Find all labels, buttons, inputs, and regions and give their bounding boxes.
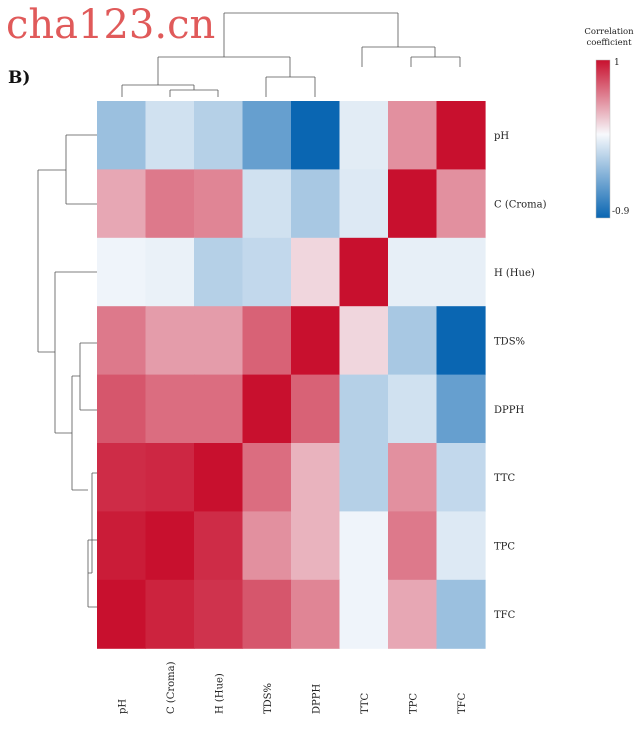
heatmap-cell-5-4 <box>291 443 341 512</box>
column-label: TFC <box>457 692 468 714</box>
column-dendrogram <box>121 12 461 97</box>
heatmap-cell-4-7 <box>436 374 486 444</box>
heatmap-cell-7-6 <box>388 579 438 649</box>
column-labels: pH C (Croma) H (Hue) TDS% DPPH TTC TPC TFC <box>117 661 468 714</box>
legend-title-line2: coefficient <box>586 38 632 48</box>
heatmap-cell-0-1 <box>145 101 195 170</box>
heatmap-cell-0-0 <box>97 101 147 170</box>
heatmap-cell-5-0 <box>97 443 147 512</box>
column-label: TPC <box>408 693 419 714</box>
column-label: TDS% <box>263 683 274 714</box>
column-label: DPPH <box>311 684 322 714</box>
heatmap-cell-3-5 <box>339 306 389 376</box>
heatmap-cell-0-7 <box>436 101 486 170</box>
heatmap-cell-4-4 <box>291 374 341 444</box>
heatmap-cell-3-6 <box>388 306 438 376</box>
heatmap-cell-2-1 <box>145 237 195 307</box>
heatmap-cell-6-0 <box>97 511 147 581</box>
heatmap-cell-7-5 <box>339 579 389 649</box>
heatmap-cell-2-3 <box>242 237 292 307</box>
row-label: TTC <box>494 473 516 484</box>
heatmap-cell-1-7 <box>436 169 486 239</box>
heatmap-cell-5-7 <box>436 443 486 512</box>
heatmap-cell-2-2 <box>194 237 244 307</box>
heatmap-cell-3-1 <box>145 306 195 376</box>
heatmap-cell-2-0 <box>97 237 147 307</box>
heatmap-cell-1-4 <box>291 169 341 239</box>
legend-colorbar <box>595 59 611 219</box>
heatmap-cell-1-5 <box>339 169 389 239</box>
heatmap-cell-7-0 <box>97 579 147 649</box>
heatmap-cell-3-0 <box>97 306 147 376</box>
row-labels: pH C (Croma) H (Hue) TDS% DPPH TTC TPC TFC <box>494 131 547 621</box>
heatmap-cell-0-2 <box>194 101 244 170</box>
heatmap-cell-6-5 <box>339 511 389 581</box>
watermark: cha123.cn <box>6 2 216 48</box>
panel-label: B) <box>8 68 31 88</box>
legend-title-line1: Correlation <box>584 27 634 37</box>
heatmap-cell-2-7 <box>436 237 486 307</box>
heatmap-cell-4-0 <box>97 374 147 444</box>
heatmap-cell-0-3 <box>242 101 292 170</box>
heatmap-cell-1-0 <box>97 169 147 239</box>
heatmap-cell-4-1 <box>145 374 195 444</box>
column-label: C (Croma) <box>166 661 177 714</box>
heatmap-cell-3-3 <box>242 306 292 376</box>
row-label: pH <box>494 131 509 142</box>
heatmap-cell-3-2 <box>194 306 244 376</box>
heatmap-cell-1-3 <box>242 169 292 239</box>
column-label: pH <box>117 699 128 714</box>
heatmap-cell-0-6 <box>388 101 438 170</box>
heatmap-cell-6-1 <box>145 511 195 581</box>
heatmap-cell-1-2 <box>194 169 244 239</box>
row-label: DPPH <box>494 405 524 416</box>
heatmap-cell-7-7 <box>436 579 486 649</box>
heatmap-cell-6-4 <box>291 511 341 581</box>
heatmap-cell-3-4 <box>291 306 341 376</box>
row-label: TFC <box>494 610 516 621</box>
heatmap-cell-2-4 <box>291 237 341 307</box>
legend-title: Correlation coefficient <box>574 27 640 49</box>
heatmap-cell-5-1 <box>145 443 195 512</box>
column-label: H (Hue) <box>214 673 225 714</box>
heatmap-cell-3-7 <box>436 306 486 376</box>
heatmap-cell-1-6 <box>388 169 438 239</box>
heatmap-cell-6-2 <box>194 511 244 581</box>
heatmap-cell-7-2 <box>194 579 244 649</box>
column-label: TTC <box>360 692 371 714</box>
heatmap-cell-4-6 <box>388 374 438 444</box>
heatmap-cell-7-3 <box>242 579 292 649</box>
heatmap-cell-4-3 <box>242 374 292 444</box>
legend-min-label: -0.9 <box>612 207 630 217</box>
heatmap-cell-5-6 <box>388 443 438 512</box>
heatmap-cell-0-5 <box>339 101 389 170</box>
row-label: C (Croma) <box>494 200 547 211</box>
heatmap-cell-2-5 <box>339 237 389 307</box>
heatmap-cell-7-1 <box>145 579 195 649</box>
heatmap-cells <box>97 101 486 649</box>
row-label: TPC <box>494 542 515 553</box>
heatmap-cell-7-4 <box>291 579 341 649</box>
heatmap-cell-2-6 <box>388 237 438 307</box>
heatmap-cell-6-7 <box>436 511 486 581</box>
row-label: TDS% <box>494 336 525 347</box>
legend-max-label: 1 <box>614 58 620 68</box>
row-dendrogram <box>37 134 97 608</box>
heatmap-cell-5-5 <box>339 443 389 512</box>
heatmap-cell-4-5 <box>339 374 389 444</box>
row-label: H (Hue) <box>494 268 535 279</box>
heatmap-cell-5-3 <box>242 443 292 512</box>
heatmap-cell-4-2 <box>194 374 244 444</box>
heatmap-cell-0-4 <box>291 101 341 170</box>
heatmap-cell-6-3 <box>242 511 292 581</box>
heatmap-cell-6-6 <box>388 511 438 581</box>
heatmap-cell-1-1 <box>145 169 195 239</box>
heatmap-cell-5-2 <box>194 443 244 512</box>
